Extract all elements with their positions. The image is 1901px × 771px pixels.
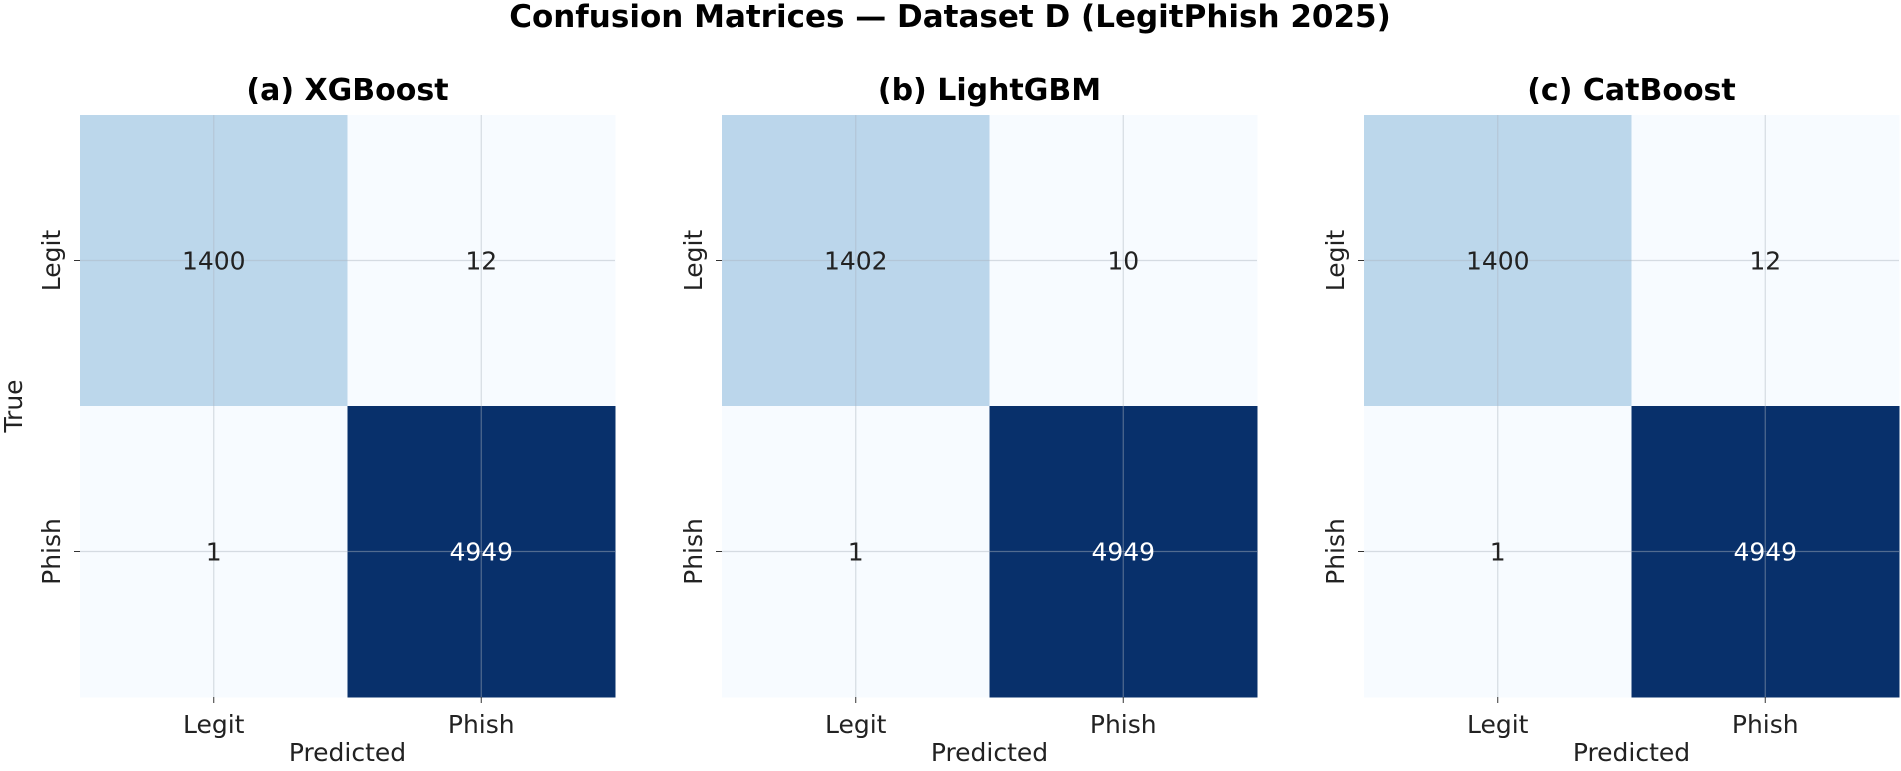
x-tick-label: Phish [1732,710,1799,739]
cell-value-label: 4949 [1091,538,1155,567]
panel-title: (c) CatBoost [1527,73,1736,108]
y-tick-label: Phish [1321,518,1350,585]
heatmap-cell [1364,115,1632,407]
heatmap-cell [80,115,348,407]
heatmap-panel-2: (b) LightGBM 1402 10 1 4949 Legit Phish Legit Ph… [679,73,1258,767]
cell-value-label: 12 [465,247,497,276]
figure-title: Confusion Matrices — Dataset D (LegitPhi… [509,0,1391,35]
x-axis-label: Predicted [931,738,1048,767]
panel-title: (a) XGBoost [246,73,448,108]
x-axis-label: Predicted [1573,738,1690,767]
x-tick-label: Legit [1467,710,1529,739]
heatmap-cell [1631,406,1900,698]
y-axis-label: True [0,379,28,433]
heatmap-cell [347,406,616,698]
cell-value-label: 1 [1490,538,1506,567]
panel-title: (b) LightGBM [878,73,1101,108]
x-tick-label: Legit [825,710,887,739]
cell-value-label: 10 [1107,247,1139,276]
cell-value-label: 1400 [182,247,246,276]
x-tick-label: Phish [1090,710,1157,739]
cell-value-label: 1 [848,538,864,567]
y-tick-label: Phish [679,518,708,585]
y-tick-label: Legit [1321,230,1350,292]
cell-value-label: 4949 [1733,538,1797,567]
y-tick-label: Legit [679,230,708,292]
heatmap-cell [80,406,348,698]
heatmap-panel-3: (c) CatBoost 1400 12 1 4949 Legit Phish Legit Ph… [1321,73,1900,767]
x-tick-label: Legit [183,710,245,739]
heatmap-panel-1: (a) XGBoost 1400 12 1 4949 Legit Phish Legit Phi… [0,73,616,767]
x-tick-label: Phish [448,710,515,739]
heatmap-cell [1631,115,1900,407]
heatmap-cell [347,115,616,407]
heatmap-cell [1364,406,1632,698]
y-tick-label: Phish [37,518,66,585]
cell-value-label: 4949 [449,538,513,567]
cell-value-label: 1402 [824,247,888,276]
heatmap-cell [989,406,1258,698]
heatmap-cell [722,406,990,698]
x-axis-label: Predicted [289,738,406,767]
heatmap-cell [722,115,990,407]
heatmap-cell [989,115,1258,407]
cell-value-label: 12 [1749,247,1781,276]
cell-value-label: 1400 [1466,247,1530,276]
y-tick-label: Legit [37,230,66,292]
cell-value-label: 1 [206,538,222,567]
panels: (a) XGBoost 1400 12 1 4949 Legit Phish Legit Phi… [0,73,1900,767]
